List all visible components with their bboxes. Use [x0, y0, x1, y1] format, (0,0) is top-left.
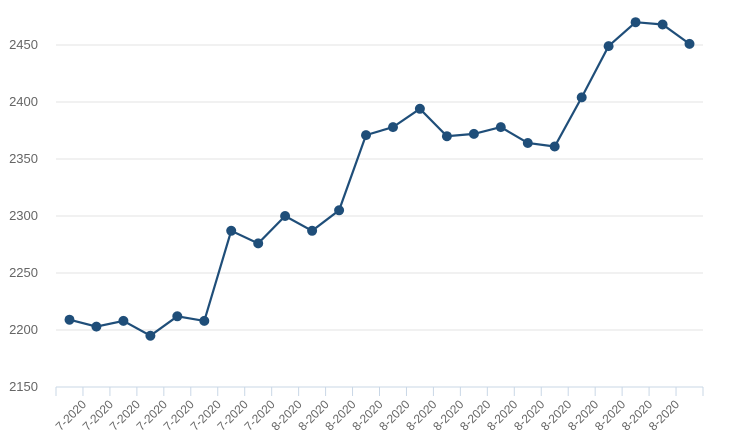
y-tick-label: 2300: [9, 208, 38, 223]
data-point: [576, 92, 587, 103]
data-point: [253, 238, 264, 249]
data-point: [226, 225, 237, 236]
data-point: [388, 122, 398, 133]
data-point: [495, 122, 506, 133]
data-point: [64, 314, 75, 325]
data-point: [172, 311, 183, 322]
data-point: [468, 128, 479, 139]
data-point: [118, 315, 129, 326]
data-point: [280, 211, 291, 221]
data-point: [657, 19, 668, 30]
x-axis-ticks: [55, 387, 704, 396]
data-point: [307, 225, 318, 236]
series-line: [69, 21, 691, 337]
data-point: [199, 315, 210, 326]
y-tick-label: 2400: [9, 94, 38, 109]
y-tick-label: 2150: [9, 379, 38, 394]
y-tick-label: 2350: [9, 151, 38, 166]
data-point: [549, 141, 560, 152]
data-point: [361, 130, 371, 141]
data-points: [64, 17, 695, 341]
data-point: [441, 131, 452, 142]
x-tick-label: 8-2020: [646, 397, 683, 430]
data-point: [684, 38, 695, 49]
y-tick-label: 2200: [9, 322, 38, 337]
y-tick-label: 2450: [9, 37, 38, 52]
y-tick-label: 2250: [9, 265, 38, 280]
data-point: [603, 41, 614, 52]
y-axis-labels: 2150 2200 2250 2300 2350 2400 2450: [9, 37, 38, 394]
data-point: [91, 321, 102, 332]
data-point: [334, 205, 345, 216]
data-point: [522, 138, 533, 148]
data-point: [145, 330, 156, 341]
grid-lines: [56, 44, 703, 331]
data-point: [630, 17, 641, 28]
x-axis-labels: 7-20207-20207-20207-20207-20207-20207-20…: [53, 397, 683, 430]
data-point: [414, 103, 425, 114]
